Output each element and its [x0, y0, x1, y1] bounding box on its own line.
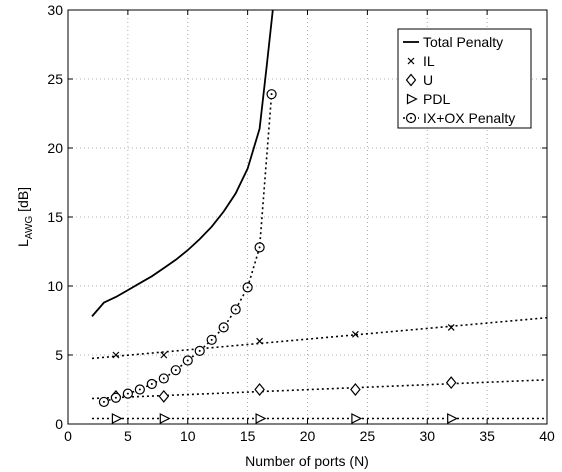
x-tick-label: 20	[300, 428, 316, 444]
data-point-u	[445, 376, 457, 390]
data-point-il	[160, 351, 168, 359]
legend-label-total-penalty: Total Penalty	[423, 34, 503, 50]
marker-x-stroke	[447, 323, 455, 331]
x-tick-labels: 0 5 10 15 20 25 30 35 40	[64, 428, 555, 444]
y-tick-label: 15	[47, 209, 63, 225]
y-axis-label-sub: AWG	[24, 216, 35, 240]
series-il-line	[91, 316, 547, 360]
marker-x-stroke	[256, 337, 264, 345]
y-tick-label: 10	[47, 278, 63, 294]
marker-dot	[410, 117, 412, 119]
data-point-ix-ox-penalty	[98, 396, 110, 408]
marker-x-stroke	[112, 351, 120, 359]
marker-dot	[234, 308, 237, 311]
marker-dot	[186, 359, 189, 362]
legend-label-ix-ox-penalty: IX+OX Penalty	[423, 110, 515, 126]
marker-dot	[114, 396, 117, 399]
legend-box	[397, 28, 532, 129]
marker-x-stroke	[160, 351, 168, 359]
data-point-il	[112, 351, 120, 359]
x-tick-label: 30	[419, 428, 435, 444]
legend-marker-u	[405, 73, 417, 87]
marker-dot	[198, 349, 201, 352]
marker-x-stroke	[351, 330, 359, 338]
x-tick-label: 15	[240, 428, 256, 444]
legend: Total Penalty IL U PDL IX+OX Penalty	[397, 28, 532, 129]
data-point-pdl	[255, 413, 267, 424]
marker-dot	[246, 286, 249, 289]
data-point-ix-ox-penalty	[170, 365, 181, 376]
marker-dot	[138, 388, 141, 391]
marker-x-stroke	[407, 57, 415, 65]
data-point-ix-ox-penalty	[134, 384, 145, 395]
legend-label-pdl: PDL	[423, 91, 450, 107]
marker-layer	[98, 89, 459, 424]
data-point-ix-ox-penalty	[182, 355, 193, 366]
data-point-ix-ox-penalty	[158, 373, 169, 384]
data-point-ix-ox-penalty	[146, 378, 157, 390]
marker-dot	[162, 377, 165, 380]
data-point-pdl	[111, 413, 123, 424]
data-point-u	[158, 389, 170, 403]
data-point-pdl	[447, 413, 459, 424]
y-axis-label: LAWG [dB]	[15, 187, 35, 247]
y-tick-labels: 0 5 10 15 20 25 30	[47, 2, 63, 432]
series-ix-ox-penalty-line	[103, 94, 273, 403]
x-axis-label: Number of ports (N)	[245, 453, 369, 469]
x-tick-label: 0	[64, 428, 72, 444]
legend-marker-pdl	[406, 93, 418, 105]
series-total-penalty-line	[91, 10, 274, 317]
data-point-ix-ox-penalty	[122, 388, 133, 399]
marker-dot	[222, 326, 225, 329]
data-point-ix-ox-penalty	[206, 334, 217, 345]
data-point-ix-ox-penalty	[266, 89, 277, 100]
x-tick-label: 25	[360, 428, 376, 444]
data-point-u	[254, 383, 265, 396]
y-axis-label-unit: [dB]	[15, 187, 31, 216]
marker-dot	[102, 400, 105, 403]
y-tick-label: 25	[47, 71, 63, 87]
data-point-ix-ox-penalty	[254, 242, 265, 253]
y-tick-label: 5	[55, 347, 63, 363]
data-point-ix-ox-penalty	[110, 392, 122, 403]
x-tick-label: 35	[479, 428, 495, 444]
marker-dot	[150, 382, 153, 385]
data-point-ix-ox-penalty	[194, 345, 205, 356]
legend-marker-il	[407, 57, 415, 65]
x-tick-label: 5	[124, 428, 132, 444]
data-point-il	[351, 330, 359, 338]
data-point-u	[350, 383, 361, 396]
x-tick-label: 40	[539, 428, 555, 444]
data-point-ix-ox-penalty	[242, 282, 253, 293]
x-tick-label: 10	[180, 428, 196, 444]
marker-dot	[270, 93, 273, 96]
marker-dot	[174, 369, 177, 372]
data-point-ix-ox-penalty	[218, 322, 229, 333]
data-point-il	[256, 337, 264, 345]
y-tick-label: 20	[47, 140, 63, 156]
y-tick-label: 30	[47, 2, 63, 18]
legend-items: Total Penalty IL U PDL IX+OX Penalty	[403, 34, 515, 126]
legend-label-il: IL	[423, 53, 435, 69]
marker-dot	[210, 338, 213, 341]
y-tick-label: 0	[55, 416, 63, 432]
ticks	[67, 9, 548, 425]
marker-dot	[126, 392, 129, 395]
data-point-il	[447, 323, 455, 331]
data-point-ix-ox-penalty	[230, 304, 241, 315]
legend-marker-ix-ox-penalty	[405, 112, 417, 124]
data-point-pdl	[159, 413, 171, 424]
legend-label-u: U	[423, 72, 433, 88]
data-point-pdl	[351, 413, 363, 424]
marker-dot	[258, 246, 261, 249]
y-axis-label-main: L	[15, 239, 31, 247]
